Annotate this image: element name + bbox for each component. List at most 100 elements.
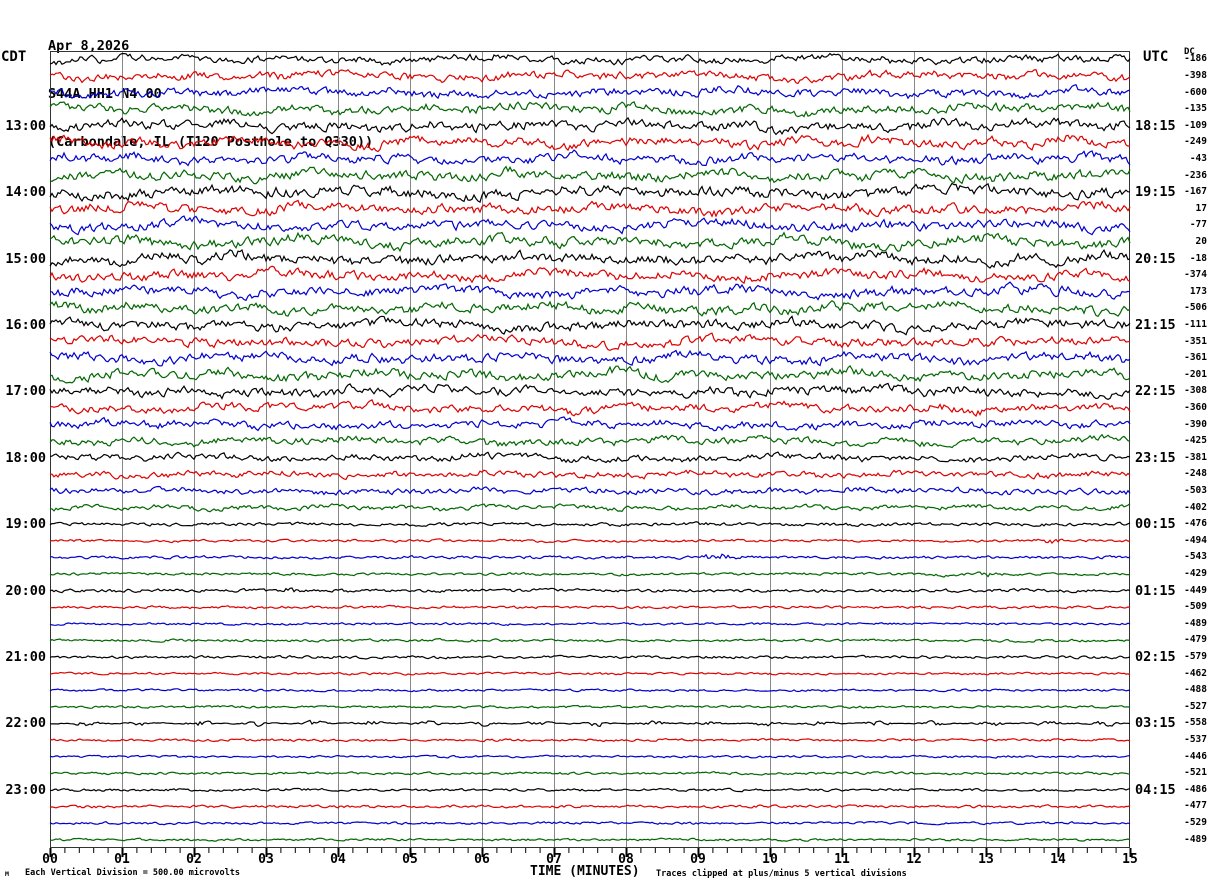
- utc-hour-label: 20:15: [1135, 250, 1176, 267]
- x-tick-label: 04: [330, 852, 346, 867]
- x-tick-label: 12: [906, 852, 922, 867]
- dc-offset-value: -361: [1184, 352, 1207, 364]
- seismo-trace: [49, 485, 1131, 496]
- seismo-trace: [49, 231, 1131, 253]
- seismo-trace: [49, 315, 1131, 336]
- seismo-trace: [49, 688, 1131, 693]
- seismo-trace: [49, 149, 1131, 167]
- dc-offset-value: -402: [1184, 501, 1207, 513]
- dc-offset-value: -351: [1184, 335, 1207, 347]
- seismo-trace: [49, 451, 1131, 464]
- x-tick-label: 10: [762, 852, 778, 867]
- seismo-trace: [49, 553, 1131, 560]
- seismo-trace: [49, 654, 1131, 660]
- seismo-trace: [49, 416, 1131, 432]
- dc-offset-value: -521: [1184, 767, 1207, 779]
- x-tick-label: 13: [978, 852, 994, 867]
- dc-offset-value: 17: [1195, 202, 1207, 214]
- cdt-hour-label: 17:00: [5, 383, 46, 400]
- seismo-trace: [49, 215, 1131, 236]
- seismo-trace: [49, 100, 1131, 118]
- seismo-trace: [49, 521, 1131, 528]
- dc-offset-value: -449: [1184, 584, 1207, 596]
- dc-offset-value: -77: [1189, 219, 1207, 231]
- cdt-hour-label: 21:00: [5, 649, 46, 666]
- date-label: Apr 8,2026: [48, 38, 130, 54]
- x-tick-label: 09: [690, 852, 706, 867]
- dc-offset-value: -390: [1184, 418, 1207, 430]
- dc-offset-value: -374: [1184, 269, 1207, 281]
- seismo-trace: [49, 433, 1131, 449]
- utc-hour-label: 21:15: [1135, 316, 1176, 333]
- seismo-trace: [49, 503, 1131, 513]
- x-tick-label: 14: [1050, 852, 1066, 867]
- cdt-hour-label: 20:00: [5, 582, 46, 599]
- dc-offset-value: -506: [1184, 302, 1207, 314]
- x-axis-title: TIME (MINUTES): [530, 864, 640, 879]
- utc-hour-label: 00:15: [1135, 516, 1176, 533]
- dc-offset-value: -527: [1184, 700, 1207, 712]
- cdt-axis-label: CDT: [1, 49, 27, 65]
- dc-offset-value: -249: [1184, 136, 1207, 148]
- seismo-trace: [49, 737, 1131, 743]
- dc-offset-value: -543: [1184, 551, 1207, 563]
- utc-hour-label: 18:15: [1135, 117, 1176, 134]
- dc-offset-value: -488: [1184, 684, 1207, 696]
- seismo-trace: [49, 704, 1131, 709]
- seismo-trace: [50, 281, 1131, 302]
- seismo-trace: [49, 182, 1130, 203]
- seismo-trace: [49, 68, 1131, 85]
- seismo-trace: [49, 332, 1130, 352]
- cdt-hour-label: 15:00: [5, 250, 46, 267]
- dc-offset-value: -186: [1184, 53, 1207, 65]
- dc-offset-value: -509: [1184, 601, 1207, 613]
- dc-offset-value: -446: [1184, 750, 1207, 762]
- dc-offset-value: -201: [1184, 368, 1207, 380]
- seismo-trace: [49, 116, 1131, 136]
- cdt-hour-label: 14:00: [5, 184, 46, 201]
- dc-offset-value: -489: [1184, 617, 1207, 629]
- dc-offset-value: -600: [1184, 86, 1207, 98]
- seismo-trace: [49, 265, 1131, 285]
- cdt-hour-label: 22:00: [5, 715, 46, 732]
- x-tick-label: 02: [186, 852, 202, 867]
- seismo-trace: [49, 382, 1131, 400]
- seismo-trace: [49, 587, 1131, 594]
- utc-hour-label: 04:15: [1135, 781, 1176, 798]
- dc-offset-value: 173: [1189, 285, 1207, 297]
- cdt-hour-label: 16:00: [5, 316, 46, 333]
- seismo-trace: [49, 571, 1131, 578]
- dc-offset-value: -109: [1184, 119, 1207, 131]
- dc-offset-value: -486: [1184, 783, 1207, 795]
- plot-border: [50, 51, 1130, 848]
- seismo-trace: [49, 52, 1131, 66]
- cdt-hour-label: 18:00: [5, 449, 46, 466]
- utc-axis-label: UTC: [1143, 49, 1169, 65]
- seismo-trace: [49, 83, 1131, 100]
- seismo-trace: [49, 804, 1131, 809]
- seismo-trace: [49, 837, 1131, 842]
- vertical-division-note: Each Vertical Division = 500.00 microvol…: [25, 868, 240, 878]
- x-tick-label: 07: [546, 852, 562, 867]
- x-tick-label: 05: [402, 852, 418, 867]
- x-tick-label: 01: [114, 852, 130, 867]
- dc-offset-value: -429: [1184, 568, 1207, 580]
- seismo-trace: [49, 538, 1131, 545]
- dc-offset-value: -476: [1184, 518, 1207, 530]
- seismo-trace: [49, 364, 1131, 384]
- seismo-trace: [49, 398, 1131, 418]
- x-tick-label: 06: [474, 852, 490, 867]
- cdt-hour-label: 23:00: [5, 781, 46, 798]
- dc-offset-value: -537: [1184, 734, 1207, 746]
- seismo-trace: [49, 637, 1131, 643]
- seismo-trace: [49, 469, 1131, 481]
- dc-offset-value: -425: [1184, 435, 1207, 447]
- x-tick-label: 03: [258, 852, 274, 867]
- dc-offset-value: -167: [1184, 186, 1207, 198]
- dc-offset-value: -248: [1184, 468, 1207, 480]
- x-tick-label: 11: [834, 852, 850, 867]
- dc-offset-value: 20: [1195, 235, 1207, 247]
- utc-hour-label: 02:15: [1135, 649, 1176, 666]
- dc-offset-value: -558: [1184, 717, 1207, 729]
